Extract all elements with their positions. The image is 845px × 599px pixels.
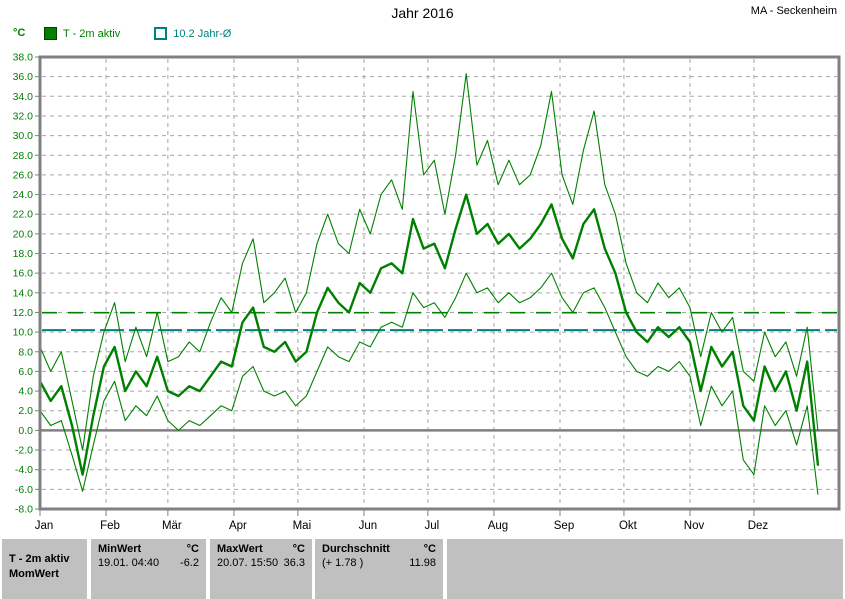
svg-text:4.0: 4.0 xyxy=(18,386,33,398)
legend-label: 10.2 Jahr-Ø xyxy=(173,27,232,40)
table-row-label: T - 2m aktiv xyxy=(9,553,70,565)
svg-text:26.0: 26.0 xyxy=(13,169,34,181)
minwert-panel: MinWert °C 19.01. 04:40 -6.2 xyxy=(91,539,206,599)
svg-text:Okt: Okt xyxy=(619,520,638,532)
gridlines xyxy=(42,59,837,507)
legend-label: T - 2m aktiv xyxy=(63,27,121,40)
svg-text:Dez: Dez xyxy=(748,520,769,532)
svg-text:8.0: 8.0 xyxy=(18,346,33,358)
svg-text:6.0: 6.0 xyxy=(18,366,33,378)
durchschnitt-header: Durchschnitt xyxy=(322,543,390,555)
svg-text:Jun: Jun xyxy=(359,520,378,532)
svg-text:22.0: 22.0 xyxy=(13,209,34,221)
legend-item-t2m-aktiv: T - 2m aktiv xyxy=(44,27,154,40)
svg-text:Mär: Mär xyxy=(162,520,182,532)
minwert-header: MinWert xyxy=(98,543,142,555)
empty-panel xyxy=(447,539,843,599)
durchschnitt-unit: °C xyxy=(423,543,436,555)
svg-text:14.0: 14.0 xyxy=(13,287,34,299)
svg-text:-6.0: -6.0 xyxy=(15,484,33,496)
svg-text:Jan: Jan xyxy=(35,520,54,532)
page-title: Jahr 2016 xyxy=(391,5,454,21)
series-daily-min-envelope-line xyxy=(39,272,819,495)
minwert-unit: °C xyxy=(186,543,199,555)
plot-frame xyxy=(38,55,841,511)
svg-text:18.0: 18.0 xyxy=(13,248,34,260)
maxwert-panel: MaxWert °C 20.07. 15:50 36.3 xyxy=(210,539,312,599)
maxwert-value: 36.3 xyxy=(283,557,305,569)
minwert-value: -6.2 xyxy=(180,557,199,569)
svg-text:36.0: 36.0 xyxy=(13,71,34,83)
svg-text:Nov: Nov xyxy=(684,520,705,532)
station-label: MA - Seckenheim xyxy=(750,5,837,17)
svg-text:34.0: 34.0 xyxy=(13,91,34,103)
temperature-chart: 38.0 36.0 34.0 32.0 30.0 28.0 26.0 24.0 22.0 20.0… xyxy=(13,52,841,532)
svg-text:-4.0: -4.0 xyxy=(15,464,33,476)
svg-text:Mai: Mai xyxy=(293,520,312,532)
svg-text:32.0: 32.0 xyxy=(13,110,34,122)
maxwert-datetime: 20.07. 15:50 xyxy=(217,557,279,569)
svg-text:-8.0: -8.0 xyxy=(15,504,33,516)
svg-text:Jul: Jul xyxy=(425,520,440,532)
x-axis-labels: Jan Feb Mär Apr Mai Jun Jul Aug Sep Okt Nov Dez xyxy=(35,510,769,532)
svg-text:Feb: Feb xyxy=(100,520,120,532)
table-row-label-panel: T - 2m aktiv MomWert xyxy=(2,539,87,599)
svg-text:20.0: 20.0 xyxy=(13,228,34,240)
svg-text:30.0: 30.0 xyxy=(13,130,34,142)
maxwert-unit: °C xyxy=(292,543,305,555)
durchschnitt-diff: (+ 1.78 ) xyxy=(322,557,364,569)
filled-square-icon xyxy=(44,27,57,40)
durchschnitt-panel: Durchschnitt °C (+ 1.78 ) 11.98 xyxy=(315,539,443,599)
table-row-label-partial: MomWert xyxy=(9,568,59,580)
svg-text:10.0: 10.0 xyxy=(13,327,34,339)
series-daily-max-envelope-line xyxy=(39,73,819,451)
chart-svg: 38.0 36.0 34.0 32.0 30.0 28.0 26.0 24.0 22.0 20.0… xyxy=(13,52,841,532)
svg-text:Aug: Aug xyxy=(488,520,508,532)
svg-text:16.0: 16.0 xyxy=(13,268,34,280)
statistics-table: T - 2m aktiv MomWert MinWert °C 19.01. 0… xyxy=(2,539,843,599)
minwert-datetime: 19.01. 04:40 xyxy=(98,557,160,569)
svg-text:38.0: 38.0 xyxy=(13,52,34,64)
svg-text:-2.0: -2.0 xyxy=(15,445,33,457)
svg-text:12.0: 12.0 xyxy=(13,307,34,319)
legend: T - 2m aktiv 10.2 Jahr-Ø xyxy=(44,27,231,40)
svg-text:0.0: 0.0 xyxy=(18,425,33,437)
svg-text:28.0: 28.0 xyxy=(13,150,34,162)
y-axis-unit-label: °C xyxy=(13,27,26,39)
maxwert-header: MaxWert xyxy=(217,543,263,555)
legend-item-jahr-avg: 10.2 Jahr-Ø xyxy=(154,27,231,40)
durchschnitt-value: 11.98 xyxy=(409,557,436,569)
svg-text:24.0: 24.0 xyxy=(13,189,34,201)
svg-text:2.0: 2.0 xyxy=(18,405,33,417)
open-square-icon xyxy=(154,27,168,40)
svg-text:Apr: Apr xyxy=(229,520,247,532)
svg-text:Sep: Sep xyxy=(554,520,574,532)
y-axis-labels: 38.0 36.0 34.0 32.0 30.0 28.0 26.0 24.0 22.0 20.0… xyxy=(13,52,40,516)
series-t-2m-aktiv-mean-line xyxy=(38,193,820,476)
